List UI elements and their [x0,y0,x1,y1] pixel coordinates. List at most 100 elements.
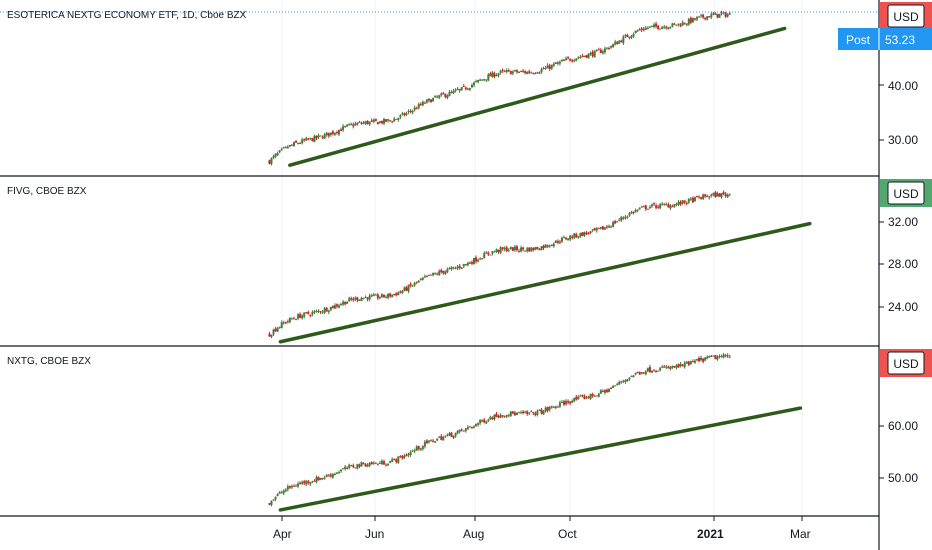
candle-body [610,226,613,228]
candle-body [405,454,408,457]
candle-body [303,481,306,484]
pane-2-currency-badge-label: USD [893,187,919,201]
candle-body [315,477,318,483]
candle-body [505,415,508,417]
pane-2-tick-24: 24.00 [888,300,918,314]
candle-body [466,262,469,266]
candle-body [348,123,351,125]
candle-body [460,87,463,91]
candle-body [477,79,480,83]
candle-body [640,372,643,374]
candle-body [634,372,637,375]
candle-body [593,395,596,397]
candle-body [573,397,576,402]
pane-1-trendline[interactable] [288,26,787,167]
candle-body [409,283,412,286]
candle-body [352,298,355,301]
pane-3-trendline[interactable] [278,406,803,512]
candle-body [366,464,369,467]
candle-body [407,111,410,113]
candle-body [307,481,310,483]
candle-body [548,407,551,410]
pane-3-currency-badge[interactable] [887,351,925,375]
candle-body [370,295,373,297]
candle-body [571,60,574,62]
candle-body [720,193,723,198]
candle-body [673,204,676,207]
candle-body [683,200,686,203]
candle-body [401,290,404,294]
candle-body [585,232,588,234]
candle-body [650,370,653,373]
candle-body [620,381,623,383]
candle-body [348,298,351,301]
candle-body [391,459,394,462]
candle-body [704,194,707,197]
candle-body [421,101,424,106]
candle-body [331,473,334,478]
candle-body [710,355,713,357]
candle-body [389,120,392,122]
pane-2-currency-badge[interactable] [887,181,925,205]
candle-body [552,243,555,247]
candle-body [442,93,445,95]
candle-body [626,379,629,382]
candle-body [417,446,420,450]
candle-body [417,103,420,109]
candle-body [581,232,584,237]
candle-body [274,328,277,332]
pane-2-trendline[interactable] [278,221,812,344]
candle-body [612,221,615,227]
candle-body [403,287,406,291]
candle-body [309,315,312,317]
candle-body [716,14,719,18]
candle-body [380,120,383,124]
candle-body [272,499,275,501]
candle-body [585,397,588,399]
candle-body [513,246,516,251]
candle-body [327,475,330,477]
candle-body [333,473,336,475]
candle-body [681,364,684,366]
candle-body [399,291,402,293]
candle-body [608,388,611,393]
pane-1-currency-badge[interactable] [887,4,925,28]
candle-body [726,355,729,357]
candle-body [542,68,545,70]
candle-body [616,384,619,386]
candle-body [597,49,600,51]
candle-body [270,500,273,505]
candle-body [628,377,631,380]
candle-body [673,23,676,25]
candle-body [290,485,293,488]
candle-body [442,437,445,441]
candle-body [282,322,285,324]
candle-body [675,203,678,205]
post-price-badge[interactable] [838,28,932,50]
candle-body [286,486,289,490]
candle-body [364,464,367,467]
candle-body [663,366,666,368]
candle-body [485,252,488,254]
candle-body [511,411,514,414]
candle-body [434,273,437,275]
candle-body [462,86,465,88]
candle-body [470,426,473,429]
candle-body [724,12,727,17]
candle-body [622,36,625,44]
candle-body [475,81,478,83]
candle-body [667,27,670,30]
candle-body [675,365,678,368]
candle-body [532,412,535,414]
candle-body [691,197,694,203]
candle-body [311,312,314,315]
candle-body [440,436,443,440]
candle-body [438,271,441,275]
candle-body [397,118,400,120]
candle-body [640,28,643,31]
candle-body [648,206,651,209]
candle-body [489,254,492,256]
candle-body [667,204,670,208]
